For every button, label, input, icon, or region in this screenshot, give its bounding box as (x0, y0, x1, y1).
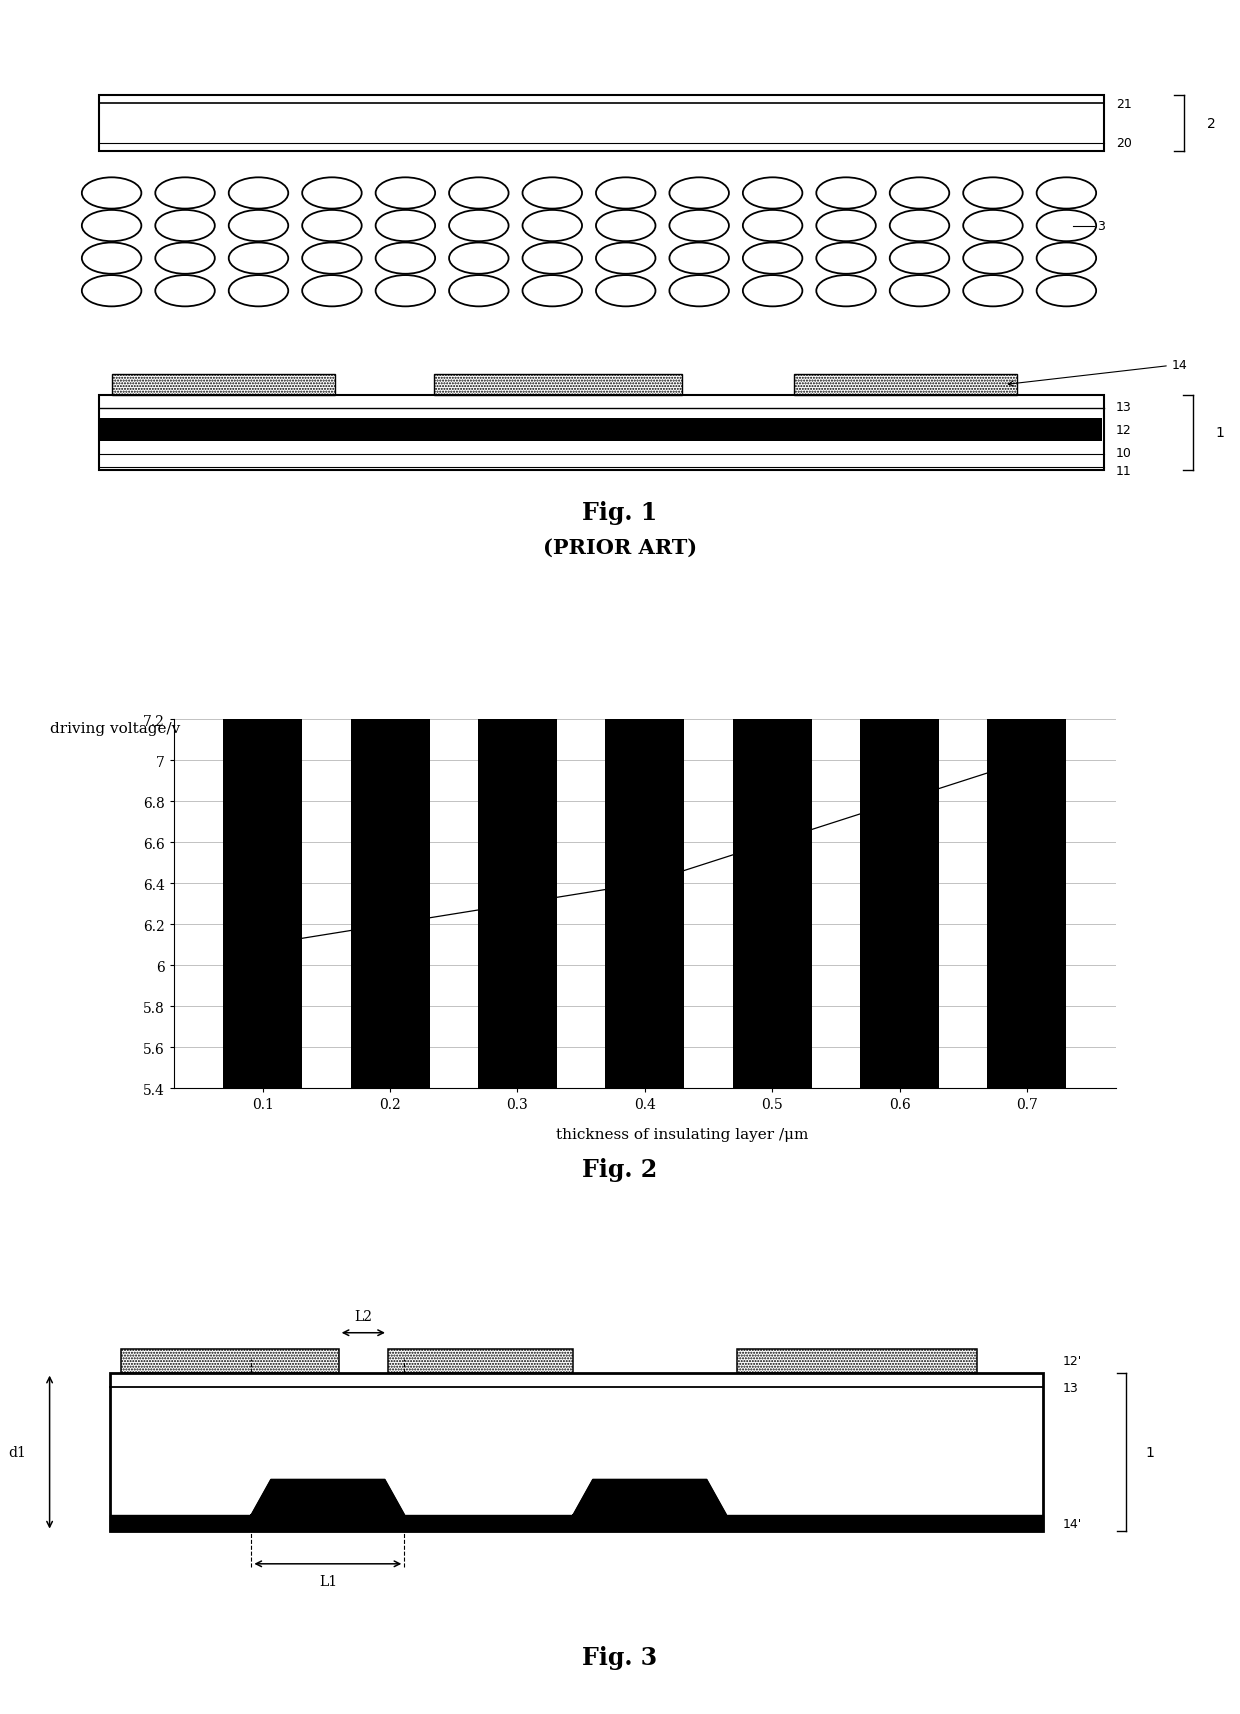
Bar (987, 0, 1066, 1088)
Text: 6.1: 6.1 (252, 926, 274, 939)
Text: 6.4: 6.4 (634, 864, 656, 878)
Text: 14': 14' (1063, 1517, 1081, 1531)
Text: L1: L1 (319, 1575, 337, 1589)
Bar (388, 1349, 573, 1373)
Bar (733, 0, 812, 1088)
Bar (120, 1349, 339, 1373)
Text: (PRIOR ART): (PRIOR ART) (543, 538, 697, 557)
Text: thickness of insulating layer /μm: thickness of insulating layer /μm (556, 1128, 808, 1142)
Bar (223, 0, 303, 1088)
Polygon shape (573, 1479, 727, 1515)
Bar (351, 0, 429, 1088)
Bar (112, 375, 335, 396)
Bar (794, 375, 1017, 396)
Bar (477, 0, 557, 1088)
Text: 11: 11 (1116, 464, 1132, 478)
Bar (861, 0, 939, 1088)
Text: d2: d2 (368, 1491, 386, 1505)
Bar (605, 0, 684, 1088)
Bar (109, 1373, 1043, 1532)
Bar (99, 96, 1104, 151)
Text: 10: 10 (1116, 447, 1132, 461)
Text: L2: L2 (355, 1309, 372, 1323)
Text: 2: 2 (1207, 117, 1215, 130)
Text: 12: 12 (1116, 423, 1132, 437)
Text: d1: d1 (7, 1445, 26, 1459)
Bar (737, 1349, 977, 1373)
Text: 20: 20 (1116, 137, 1132, 151)
Text: Fig. 3: Fig. 3 (583, 1645, 657, 1669)
Text: 6.3: 6.3 (507, 884, 528, 898)
Polygon shape (252, 1479, 404, 1515)
Text: 6.2: 6.2 (379, 905, 401, 919)
Bar (100, 418, 1102, 440)
Text: 1: 1 (1215, 427, 1224, 440)
Text: 12': 12' (1063, 1354, 1081, 1368)
Bar (434, 375, 682, 396)
Text: Fig. 2: Fig. 2 (583, 1157, 657, 1181)
Text: Fig. 1: Fig. 1 (583, 500, 657, 524)
Text: 13: 13 (1116, 401, 1132, 415)
Text: driving voltage/v: driving voltage/v (50, 722, 180, 735)
Text: 3: 3 (1097, 219, 1105, 233)
Bar (99, 396, 1104, 471)
Text: 13: 13 (1063, 1381, 1078, 1393)
Text: 14: 14 (1008, 358, 1188, 387)
Text: 21: 21 (1116, 98, 1132, 110)
Text: 1: 1 (1146, 1445, 1154, 1459)
Text: 6.6: 6.6 (761, 823, 782, 836)
Text: 6.8: 6.8 (889, 782, 910, 795)
Text: 7: 7 (1023, 740, 1032, 754)
